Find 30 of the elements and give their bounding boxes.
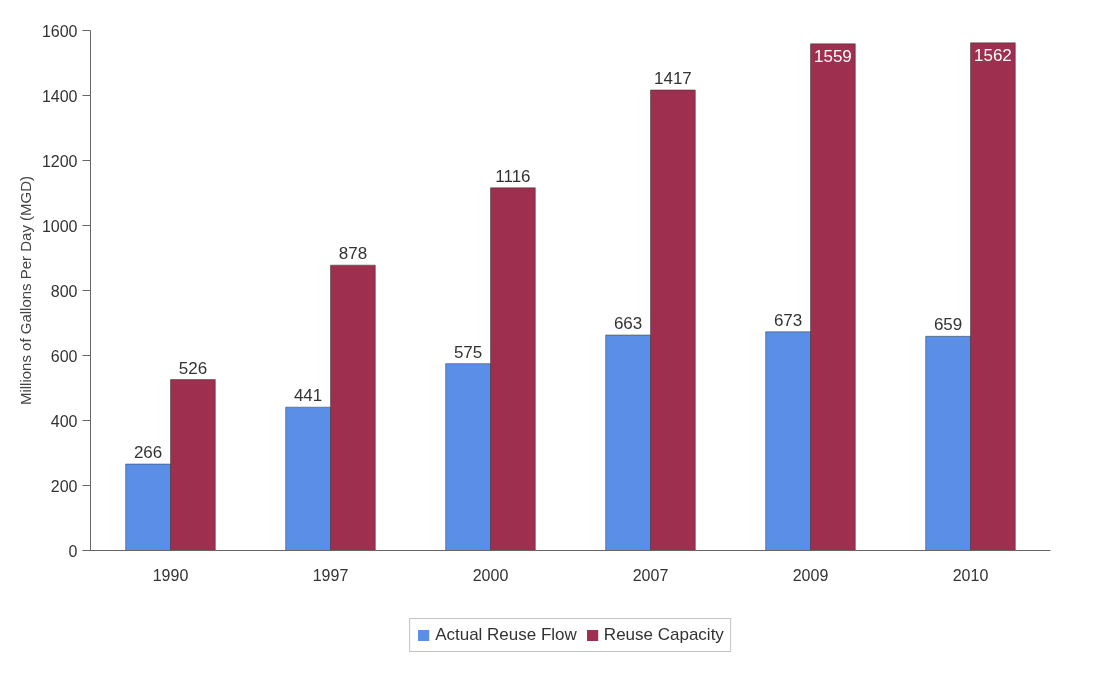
data-label: 1562	[973, 45, 1012, 65]
y-tick-label: 400	[50, 412, 78, 430]
data-label: 1417	[653, 68, 692, 88]
x-tick-label: 2007	[632, 566, 669, 584]
y-tick-label: 1000	[41, 217, 78, 235]
data-label: 1559	[813, 46, 852, 66]
data-label: 1116	[495, 166, 531, 186]
y-tick-label: 800	[50, 282, 78, 300]
y-tick-label: 600	[50, 347, 78, 365]
y-axis-title: Millions of Gallons Per Day (MGD)	[16, 175, 34, 406]
x-tick-label: 2009	[792, 566, 829, 584]
y-tick-label: 200	[50, 477, 78, 495]
legend-label: Reuse Capacity	[603, 625, 724, 645]
data-label: 659	[933, 315, 963, 335]
data-label: 441	[293, 386, 323, 406]
data-label: 266	[133, 443, 163, 463]
x-tick-label: 2000	[472, 566, 509, 584]
x-tick-label: 1990	[152, 566, 189, 584]
y-tick-label: 1400	[41, 87, 78, 105]
data-label: 575	[453, 342, 483, 362]
y-tick-label: 1600	[41, 22, 78, 40]
x-tick-label: 2010	[952, 566, 989, 584]
data-label: 878	[338, 244, 368, 264]
y-tick-label: 0	[68, 542, 78, 560]
y-tick-label: 1200	[41, 152, 78, 170]
data-label: 673	[773, 310, 803, 330]
legend-label: Actual Reuse Flow	[435, 625, 577, 645]
data-label: 526	[178, 358, 208, 378]
data-label: 663	[613, 314, 643, 334]
x-tick-label: 1997	[312, 566, 349, 584]
